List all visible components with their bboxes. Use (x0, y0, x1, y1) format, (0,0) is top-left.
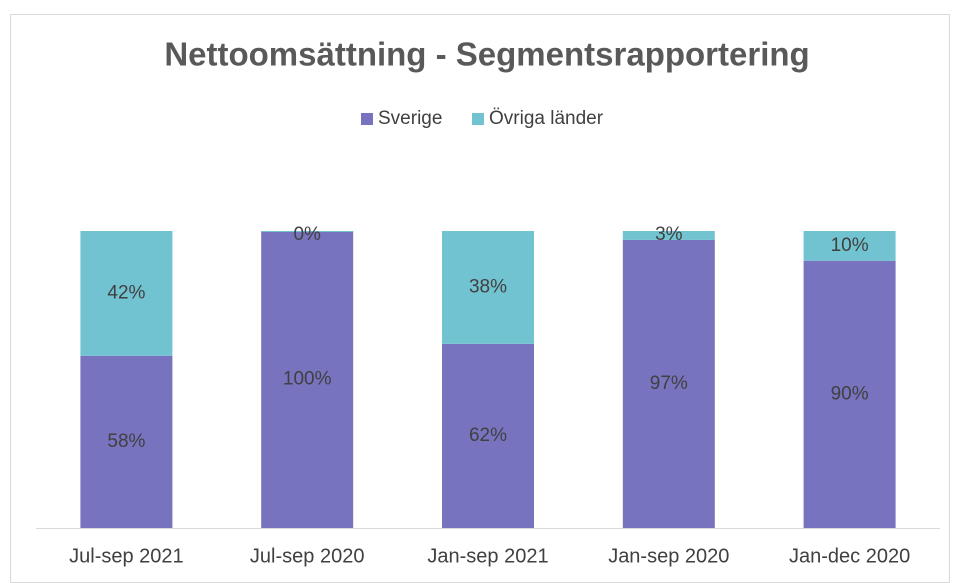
bar-segment (80, 355, 173, 528)
x-tick-label: Jan-sep 2020 (608, 545, 729, 567)
bar-segment (261, 231, 354, 528)
data-label: 10% (831, 235, 869, 256)
chart-title: Nettoomsättning - Segmentsrapportering (164, 36, 809, 73)
data-label: 58% (107, 431, 145, 452)
bar-segment (261, 231, 354, 232)
bar-segment (803, 231, 896, 261)
bar-segment (622, 231, 715, 240)
data-label: 62% (469, 425, 507, 446)
legend-label: Övriga länder (489, 108, 604, 129)
bar-segment (442, 343, 534, 528)
data-label: 0% (293, 224, 321, 245)
x-tick-label: Jan-dec 2020 (789, 545, 910, 567)
data-label: 3% (655, 224, 683, 245)
bar-segment (80, 231, 173, 356)
legend-swatch (361, 113, 373, 125)
legend-label: Sverige (378, 108, 442, 129)
x-tick-label: Jul-sep 2020 (250, 545, 365, 567)
data-label: 97% (650, 373, 688, 394)
bar-segment (622, 239, 715, 528)
data-label: 90% (831, 383, 869, 404)
bar-segment (442, 231, 534, 344)
x-tick-label: Jul-sep 2021 (69, 545, 184, 567)
bar-segment (803, 260, 896, 528)
x-tick-label: Jan-sep 2021 (427, 545, 548, 567)
data-label: 38% (469, 276, 507, 297)
data-label: 42% (107, 282, 145, 303)
data-label: 100% (283, 369, 332, 390)
legend-swatch (472, 113, 484, 125)
